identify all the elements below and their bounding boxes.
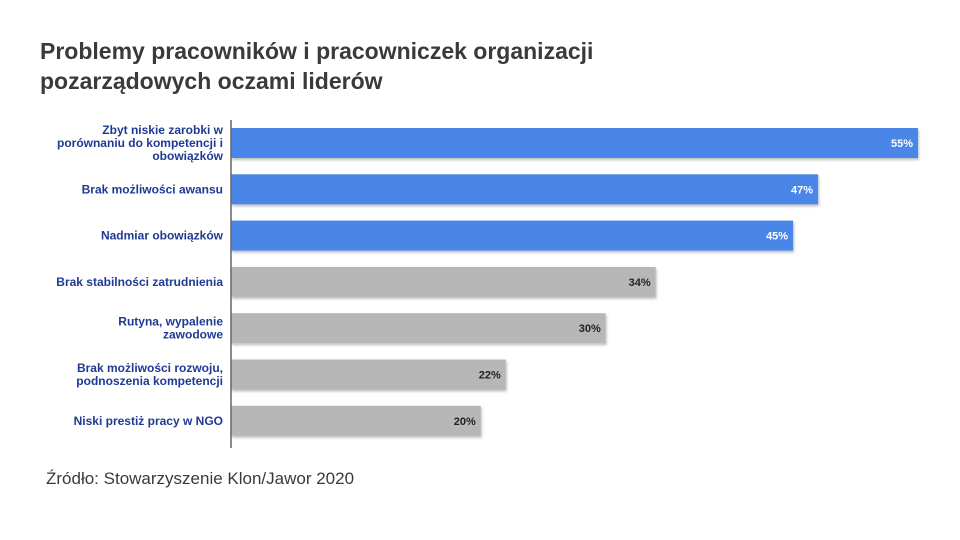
bar-1	[231, 128, 919, 158]
category-label-line: porównaniu do kompetencji i	[57, 136, 223, 150]
bar-value-label-7: 20%	[454, 416, 476, 428]
category-label-line: Nadmiar obowiązków	[101, 229, 224, 243]
bar-4	[231, 266, 656, 297]
source-note: Źródło: Stowarzyszenie Klon/Jawor 2020	[46, 469, 355, 488]
category-label-line: Rutyna, wypalenie	[118, 315, 223, 329]
category-label-line: Brak możliwości awansu	[82, 182, 223, 196]
category-label-line: podnoszenia kompetencji	[76, 374, 223, 388]
bar-value-label-5: 30%	[579, 323, 601, 335]
category-label-6: Brak możliwości rozwoju, podnoszenia komp…	[76, 361, 223, 388]
bar-value-label-4: 34%	[629, 277, 651, 289]
category-label-5: Rutyna, wypalenie zawodowe	[118, 315, 223, 342]
bar-value-label-6: 22%	[479, 370, 501, 382]
category-label-4: Brak stabilności zatrudnienia	[56, 275, 223, 289]
category-label-line: Niski prestiż pracy w NGO	[74, 414, 223, 428]
category-label-line: obowiązków	[152, 149, 223, 163]
category-labels-group: Zbyt niskie zarobki w porównaniu do kompe…	[56, 123, 223, 428]
bar-value-label-2: 47%	[791, 184, 813, 196]
category-label-2: Brak możliwości awansu	[82, 182, 223, 196]
category-label-7: Niski prestiż pracy w NGO	[74, 414, 223, 428]
bar-value-label-1: 55%	[891, 138, 913, 150]
bar-3	[231, 220, 794, 251]
category-label-line: Zbyt niskie zarobki w	[102, 123, 223, 137]
bar-7	[231, 405, 481, 436]
category-label-line: Brak możliwości rozwoju,	[77, 361, 223, 375]
chart-title-line-1: Problemy pracowników i pracowniczek orga…	[40, 38, 594, 64]
chart-title-line-2: pozarządowych oczami liderów	[40, 68, 383, 94]
bar-2	[231, 174, 819, 205]
chart-title: Problemy pracowników i pracowniczek orga…	[40, 36, 800, 96]
category-label-line: Brak stabilności zatrudnienia	[56, 275, 223, 289]
bar-value-label-3: 45%	[766, 231, 788, 243]
category-label-3: Nadmiar obowiązków	[101, 229, 224, 243]
bar-5	[231, 313, 606, 344]
category-label-1: Zbyt niskie zarobki w porównaniu do kompe…	[57, 123, 224, 163]
category-label-line: zawodowe	[163, 328, 223, 342]
bars-group: 55% 47% 45% 34% 30% 22% 20%	[231, 128, 919, 436]
bar-6	[231, 359, 506, 390]
